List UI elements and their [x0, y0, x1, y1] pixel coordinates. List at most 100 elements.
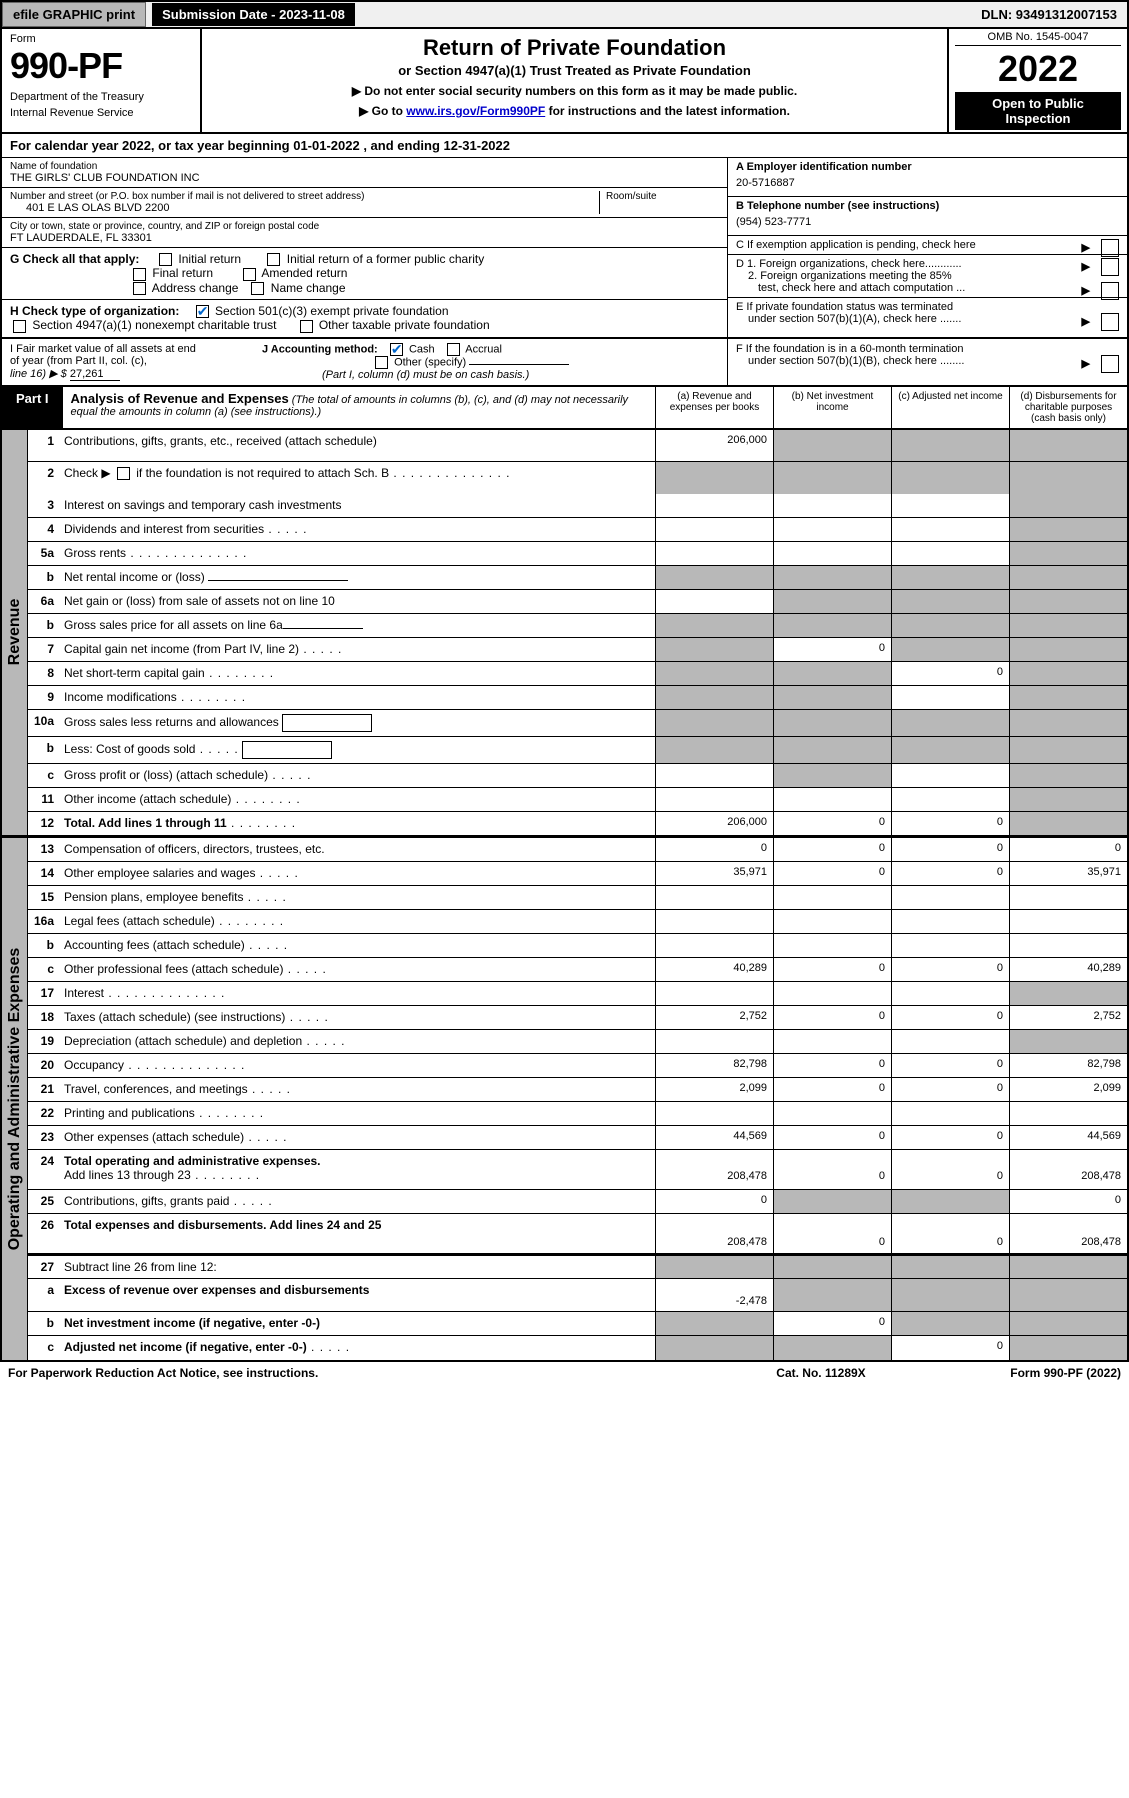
name-change-checkbox[interactable] — [251, 282, 264, 295]
name-value: THE GIRLS' CLUB FOUNDATION INC — [10, 172, 719, 184]
row22-desc: Printing and publications — [60, 1102, 655, 1125]
col-a-header: (a) Revenue and expenses per books — [655, 387, 773, 428]
r22-b — [773, 1102, 891, 1125]
row27a-desc: Excess of revenue over expenses and disb… — [60, 1279, 655, 1311]
part1-title: Analysis of Revenue and Expenses — [71, 391, 289, 406]
r5b-a — [655, 566, 773, 589]
c-checkbox[interactable] — [1101, 239, 1119, 257]
dln-number: DLN: 93491312007153 — [971, 3, 1127, 26]
r7-c — [891, 638, 1009, 661]
r8-c: 0 — [891, 662, 1009, 685]
r12-b: 0 — [773, 812, 891, 835]
r27-d — [1009, 1256, 1127, 1278]
r16c-d: 40,289 — [1009, 958, 1127, 981]
501c3-checkbox[interactable] — [196, 305, 209, 318]
f-checkbox[interactable] — [1101, 355, 1119, 373]
revenue-label: Revenue — [2, 430, 28, 836]
r20-c: 0 — [891, 1054, 1009, 1077]
r23-c: 0 — [891, 1126, 1009, 1149]
row27-desc: Subtract line 26 from line 12: — [60, 1256, 655, 1278]
row22-num: 22 — [28, 1102, 60, 1125]
row8-desc: Net short-term capital gain — [60, 662, 655, 685]
g-opt1: Initial return — [178, 252, 241, 266]
open-public: Open to Public Inspection — [955, 92, 1121, 130]
row3-desc: Interest on savings and temporary cash i… — [60, 494, 655, 517]
e2-label: under section 507(b)(1)(A), check here .… — [748, 313, 961, 325]
row11-num: 11 — [28, 788, 60, 811]
section-j: J Accounting method: Cash Accrual Other … — [250, 343, 719, 381]
r10c-d — [1009, 764, 1127, 787]
r2-a — [655, 462, 773, 494]
part1-header: Part I — [2, 387, 63, 428]
row4-desc: Dividends and interest from securities — [60, 518, 655, 541]
r4-a — [655, 518, 773, 541]
city-cell: City or town, state or province, country… — [2, 218, 727, 248]
row12-desc: Total. Add lines 1 through 11 — [60, 812, 655, 835]
j-note: (Part I, column (d) must be on cash basi… — [322, 369, 529, 381]
final-return-checkbox[interactable] — [133, 268, 146, 281]
phone-cell: B Telephone number (see instructions) (9… — [728, 197, 1127, 236]
r23-a: 44,569 — [655, 1126, 773, 1149]
row27c-num: c — [28, 1336, 60, 1360]
r20-a: 82,798 — [655, 1054, 773, 1077]
r16a-b — [773, 910, 891, 933]
r27b-d — [1009, 1312, 1127, 1335]
r10b-d — [1009, 737, 1127, 763]
r26-a: 208,478 — [655, 1214, 773, 1253]
row12-num: 12 — [28, 812, 60, 835]
r26-c: 0 — [891, 1214, 1009, 1253]
cash-checkbox[interactable] — [390, 343, 403, 356]
r8-b — [773, 662, 891, 685]
row17-desc: Interest — [60, 982, 655, 1005]
former-charity-checkbox[interactable] — [267, 253, 280, 266]
h-opt3: Other taxable private foundation — [319, 318, 490, 332]
d1-checkbox[interactable] — [1101, 258, 1119, 276]
r6b-c — [891, 614, 1009, 637]
row27c-desc: Adjusted net income (if negative, enter … — [60, 1336, 655, 1360]
submission-date: Submission Date - 2023-11-08 — [152, 3, 355, 26]
row26-num: 26 — [28, 1214, 60, 1253]
4947-checkbox[interactable] — [13, 320, 26, 333]
irs-link[interactable]: www.irs.gov/Form990PF — [406, 104, 545, 118]
r22-c — [891, 1102, 1009, 1125]
amended-return-checkbox[interactable] — [243, 268, 256, 281]
row10b-num: b — [28, 737, 60, 763]
r17-b — [773, 982, 891, 1005]
r16b-a — [655, 934, 773, 957]
r10a-b — [773, 710, 891, 736]
d1-label: D 1. Foreign organizations, check here..… — [736, 258, 962, 270]
other-method-checkbox[interactable] — [375, 356, 388, 369]
r25-a: 0 — [655, 1190, 773, 1213]
f1-label: F If the foundation is in a 60-month ter… — [736, 343, 963, 355]
r27a-a: -2,478 — [655, 1279, 773, 1311]
r18-c: 0 — [891, 1006, 1009, 1029]
b-value: (954) 523-7771 — [736, 212, 1119, 232]
row16c-desc: Other professional fees (attach schedule… — [60, 958, 655, 981]
d2-checkbox[interactable] — [1101, 282, 1119, 300]
r25-b — [773, 1190, 891, 1213]
row14-num: 14 — [28, 862, 60, 885]
r12-a: 206,000 — [655, 812, 773, 835]
accrual-checkbox[interactable] — [447, 343, 460, 356]
row20-num: 20 — [28, 1054, 60, 1077]
efile-print-button[interactable]: efile GRAPHIC print — [2, 2, 146, 27]
return-title: Return of Private Foundation — [214, 35, 935, 61]
row9-num: 9 — [28, 686, 60, 709]
row19-num: 19 — [28, 1030, 60, 1053]
r19-d — [1009, 1030, 1127, 1053]
r27a-b — [773, 1279, 891, 1311]
e-checkbox[interactable] — [1101, 313, 1119, 331]
row27a-num: a — [28, 1279, 60, 1311]
r18-d: 2,752 — [1009, 1006, 1127, 1029]
r2-d — [1009, 462, 1127, 494]
c-label: C If exemption application is pending, c… — [736, 239, 976, 251]
address-change-checkbox[interactable] — [133, 282, 146, 295]
r13-d: 0 — [1009, 838, 1127, 861]
initial-return-checkbox[interactable] — [159, 253, 172, 266]
other-taxable-checkbox[interactable] — [300, 320, 313, 333]
row8-num: 8 — [28, 662, 60, 685]
r2-b — [773, 462, 891, 494]
g-opt5: Amended return — [261, 266, 347, 280]
schb-checkbox[interactable] — [117, 467, 130, 480]
row9-desc: Income modifications — [60, 686, 655, 709]
